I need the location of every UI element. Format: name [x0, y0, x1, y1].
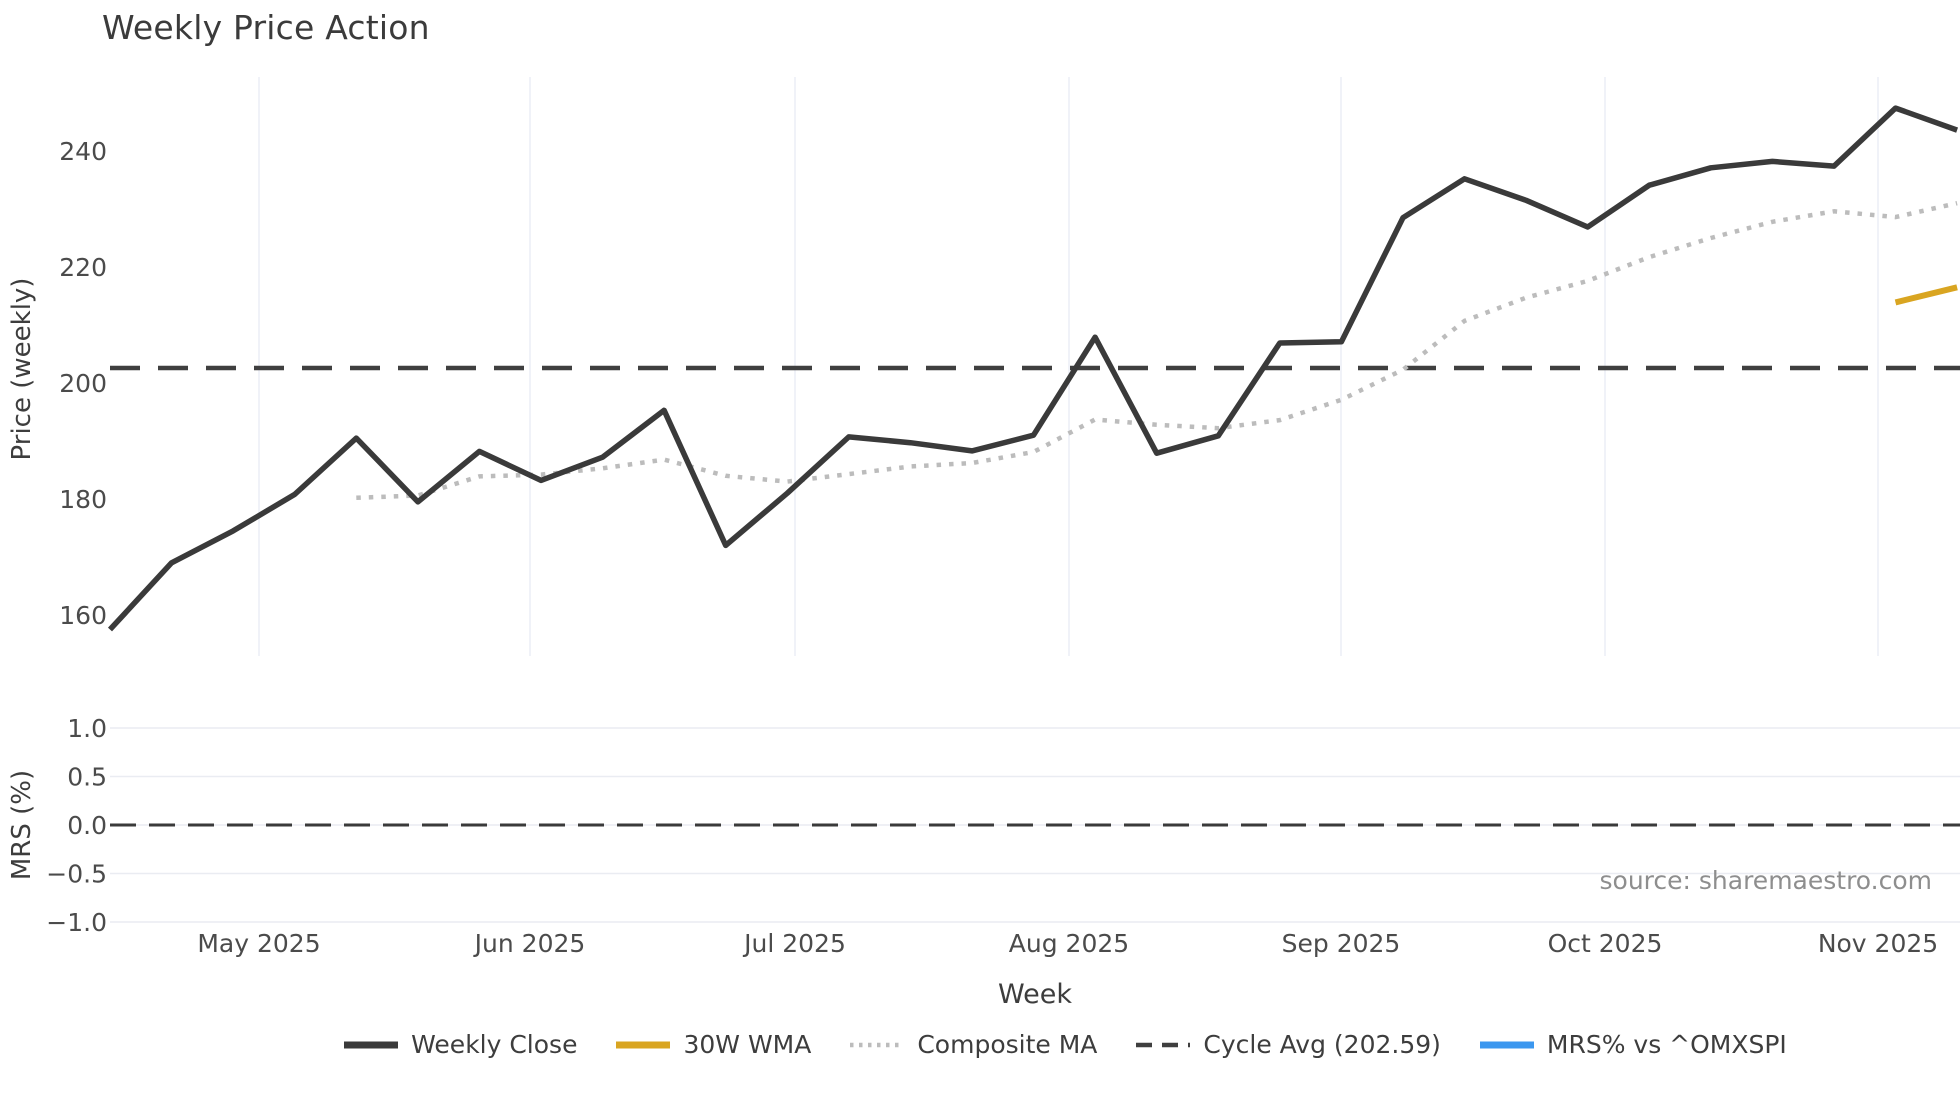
- legend-label: 30W WMA: [683, 1030, 812, 1059]
- x-tick-label: May 2025: [197, 929, 320, 958]
- price-tick-label: 160: [59, 601, 107, 630]
- x-tick-label: Oct 2025: [1548, 929, 1663, 958]
- legend-swatch-dotted: [850, 1042, 905, 1047]
- legend-item-weekly-close[interactable]: Weekly Close: [343, 1030, 577, 1059]
- legend-label: Weekly Close: [411, 1030, 578, 1059]
- mrs-axis-title: MRS (%): [7, 770, 37, 880]
- legend-label: MRS% vs ^OMXSPI: [1546, 1030, 1787, 1059]
- series-30w-wma: [1894, 284, 1958, 306]
- legend-swatch-dashed: [1136, 1042, 1191, 1047]
- price-axis-title: Price (weekly): [7, 278, 37, 461]
- mrs-tick-label: 0.0: [67, 811, 107, 840]
- mrs-tick-label: 1.0: [67, 714, 107, 743]
- chart-title: Weekly Price Action: [102, 8, 430, 47]
- x-axis-title: Week: [998, 979, 1072, 1010]
- legend-swatch-solid: [344, 1041, 399, 1048]
- price-tick-label: 220: [59, 253, 107, 282]
- x-tick-label: Aug 2025: [1009, 929, 1129, 958]
- series-composite-ma: [356, 201, 1958, 501]
- price-tick-label: 180: [59, 485, 107, 514]
- mrs-tick-label: 0.5: [67, 763, 107, 792]
- price-tick-label: 200: [59, 369, 107, 398]
- series-weekly-close: [107, 105, 1959, 632]
- mrs-tick-label: −1.0: [46, 908, 107, 937]
- price-tick-label: 240: [59, 137, 107, 166]
- x-tick-label: Sep 2025: [1282, 929, 1401, 958]
- legend-item-mrs-vs-omxspi[interactable]: MRS% vs ^OMXSPI: [1479, 1030, 1787, 1059]
- legend-swatch-solid: [616, 1041, 671, 1048]
- chart-legend: Weekly Close 30W WMA Composite MA Cycle Avg…: [170, 1030, 1960, 1059]
- x-tick-label: Jun 2025: [473, 929, 586, 958]
- legend-label: Cycle Avg (202.59): [1203, 1030, 1441, 1059]
- mrs-tick-label: −0.5: [46, 860, 107, 889]
- x-tick-label: Nov 2025: [1818, 929, 1938, 958]
- legend-item-cycle-avg-202-59-[interactable]: Cycle Avg (202.59): [1135, 1030, 1441, 1059]
- legend-label: Composite MA: [917, 1030, 1098, 1059]
- x-tick-label: Jul 2025: [742, 929, 846, 958]
- source-note: source: sharemaestro.com: [1599, 866, 1933, 895]
- legend-item-composite-ma[interactable]: Composite MA: [849, 1030, 1097, 1059]
- legend-item-30w-wma[interactable]: 30W WMA: [615, 1030, 811, 1059]
- legend-swatch-solid: [1479, 1041, 1534, 1048]
